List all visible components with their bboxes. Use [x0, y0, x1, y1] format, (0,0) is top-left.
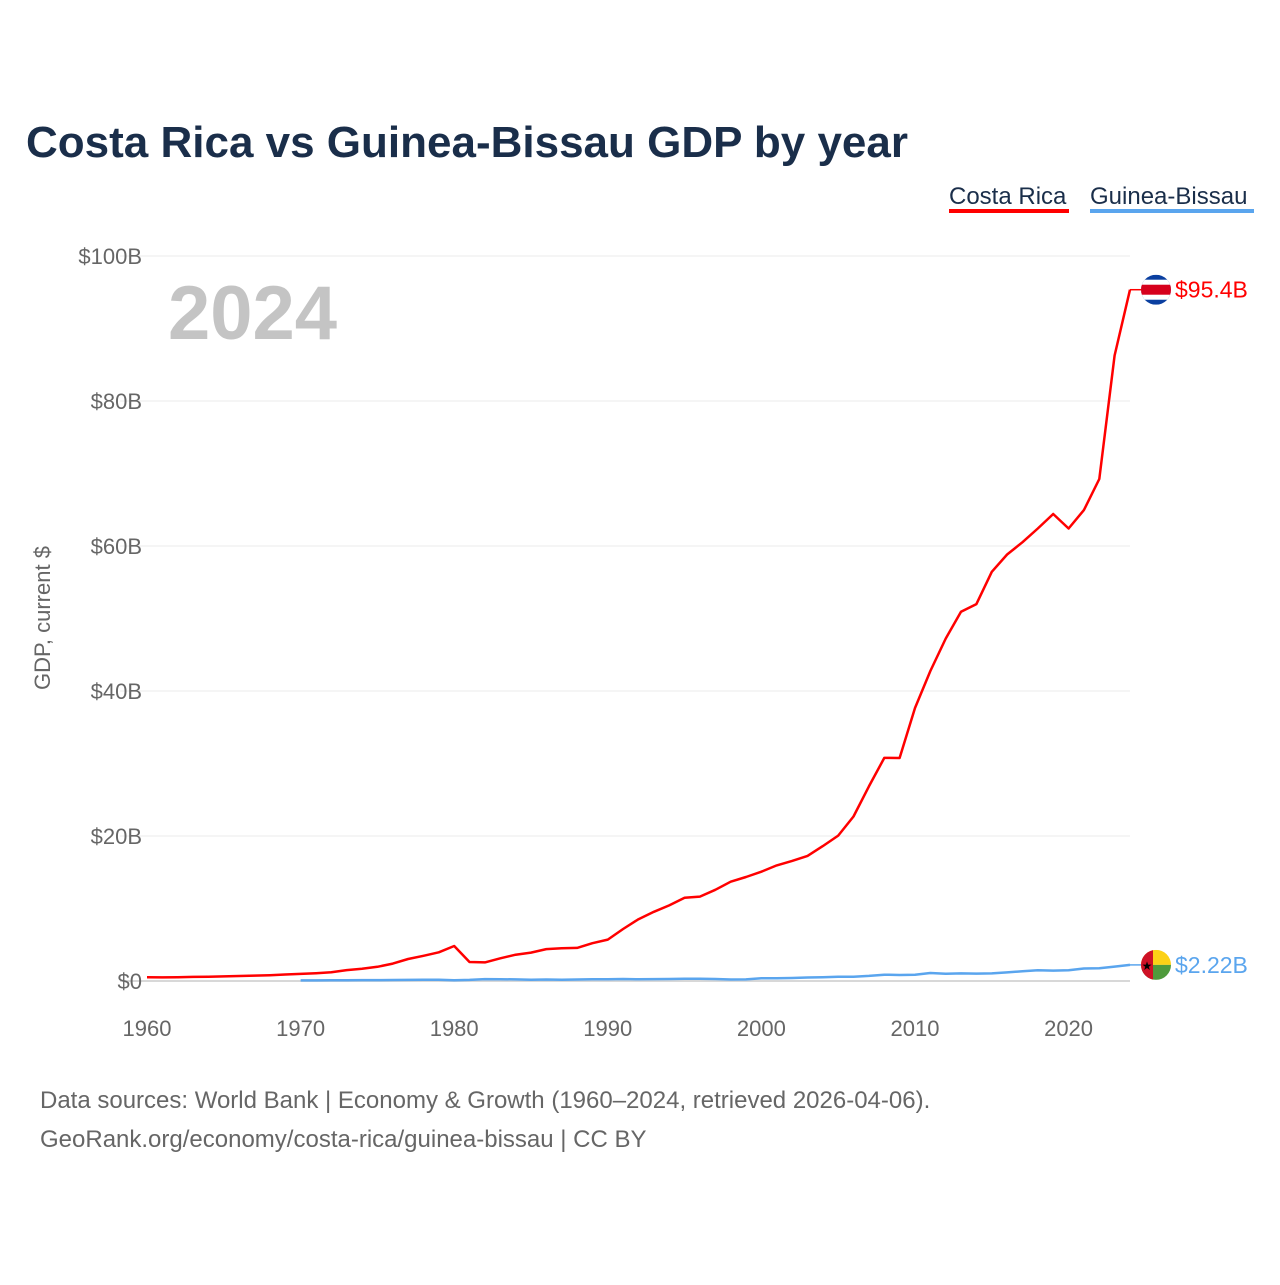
- x-tick-label: 1960: [123, 1016, 172, 1041]
- series-line-guinea-bissau: [300, 963, 1131, 982]
- legend: Costa Rica Guinea-Bissau: [949, 183, 1254, 213]
- footer-link[interactable]: GeoRank.org/economy/costa-rica/guinea-bi…: [40, 1126, 647, 1153]
- svg-text:★: ★: [1142, 959, 1153, 973]
- y-tick-label: $60B: [91, 534, 142, 559]
- chart-title: Costa Rica vs Guinea-Bissau GDP by year: [26, 118, 908, 167]
- legend-item-costa-rica[interactable]: Costa Rica: [949, 183, 1069, 213]
- x-tick-label: 1970: [276, 1016, 325, 1041]
- y-tick-label: $100B: [78, 244, 142, 269]
- year-watermark: 2024: [168, 271, 337, 356]
- y-axis-label: GDP, current $: [30, 546, 55, 690]
- legend-label: Costa Rica: [949, 183, 1067, 210]
- legend-swatch: [1090, 209, 1254, 213]
- series-lines: [146, 289, 1132, 982]
- x-axis-ticks: 1960 1970 1980 1990 2000 2010 2020: [123, 1016, 1094, 1041]
- end-value-label: $95.4B: [1175, 277, 1248, 303]
- y-tick-label: $0: [118, 969, 142, 994]
- y-tick-label: $80B: [91, 389, 142, 414]
- y-tick-label: $40B: [91, 679, 142, 704]
- x-tick-label: 1980: [430, 1016, 479, 1041]
- footer-sources: Data sources: World Bank | Economy & Gro…: [40, 1087, 930, 1114]
- legend-label: Guinea-Bissau: [1090, 183, 1247, 210]
- x-tick-label: 2000: [737, 1016, 786, 1041]
- legend-swatch: [949, 209, 1069, 213]
- x-tick-label: 2010: [890, 1016, 939, 1041]
- y-tick-label: $20B: [91, 824, 142, 849]
- guinea-bissau-flag-icon: ★: [1141, 949, 1171, 980]
- costa-rica-flag-icon: [1141, 274, 1171, 305]
- end-value-label: $2.22B: [1175, 952, 1248, 978]
- x-tick-label: 1990: [583, 1016, 632, 1041]
- series-line-costa-rica: [146, 289, 1132, 979]
- series-end-labels: $95.4B ★ $2.22B: [1130, 274, 1248, 980]
- x-tick-label: 2020: [1044, 1016, 1093, 1041]
- grid: $0 $20B $40B $60B $80B $100B: [78, 244, 1130, 994]
- legend-item-guinea-bissau[interactable]: Guinea-Bissau: [1090, 183, 1254, 213]
